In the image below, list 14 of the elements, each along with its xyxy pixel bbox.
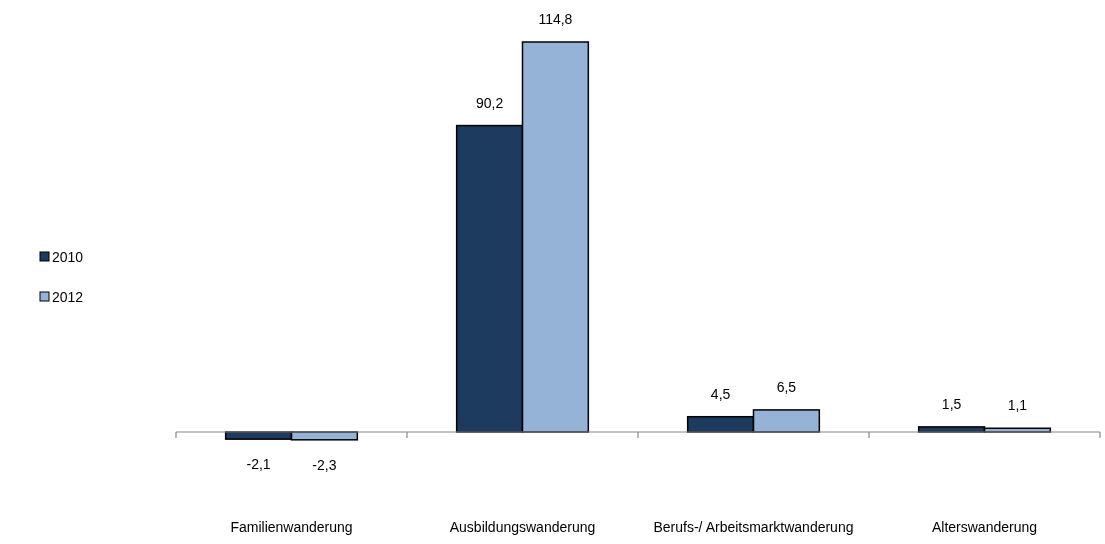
x-tick-label: Berufs-/ Arbeitsmarktwanderung xyxy=(653,519,854,535)
data-label: 1,5 xyxy=(941,395,962,412)
data-label: 1,1 xyxy=(1007,397,1028,414)
data-label: 4,5 xyxy=(710,385,731,402)
x-tick-label: Ausbildungswanderung xyxy=(449,519,596,535)
x-tick-label: Familienwanderung xyxy=(230,519,353,535)
legend-label: 2012 xyxy=(52,289,84,305)
legend-label: 2010 xyxy=(52,249,84,265)
data-label: 114,8 xyxy=(538,11,573,27)
data-label: -2,1 xyxy=(246,456,271,473)
data-label: 6,5 xyxy=(776,378,797,395)
data-label: 90,2 xyxy=(475,94,504,111)
x-tick-label: Alterswanderung xyxy=(931,519,1038,535)
data-label: -2,3 xyxy=(312,456,337,473)
